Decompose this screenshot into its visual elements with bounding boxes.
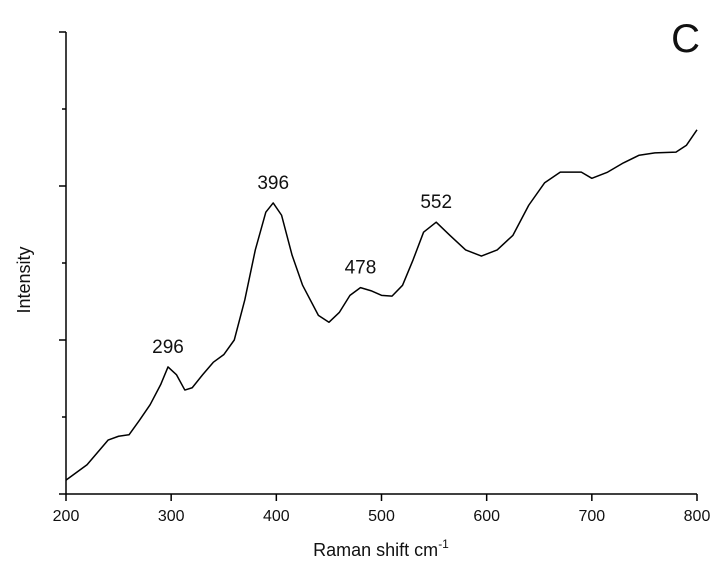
spectrum-line — [65, 129, 698, 481]
x-tick-label: 500 — [368, 508, 395, 525]
peak-label: 296 — [152, 337, 184, 358]
x-tick-label: 300 — [158, 508, 185, 525]
x-tick-label: 200 — [53, 508, 80, 525]
peak-label: 478 — [345, 258, 377, 279]
x-tick-label: 700 — [578, 508, 605, 525]
x-axis-label-text: Raman shift cm — [313, 540, 438, 560]
y-axis-label: Intensity — [14, 246, 34, 313]
peak-label: 552 — [420, 192, 452, 213]
x-tick-label: 400 — [263, 508, 290, 525]
x-axis-label: Raman shift cm-1 — [313, 537, 449, 560]
x-tick-label: 600 — [473, 508, 500, 525]
peak-label: 396 — [257, 173, 289, 194]
panel-label: C — [671, 17, 700, 61]
x-axis-label-superscript: -1 — [438, 537, 449, 551]
x-tick-label: 800 — [684, 508, 711, 525]
